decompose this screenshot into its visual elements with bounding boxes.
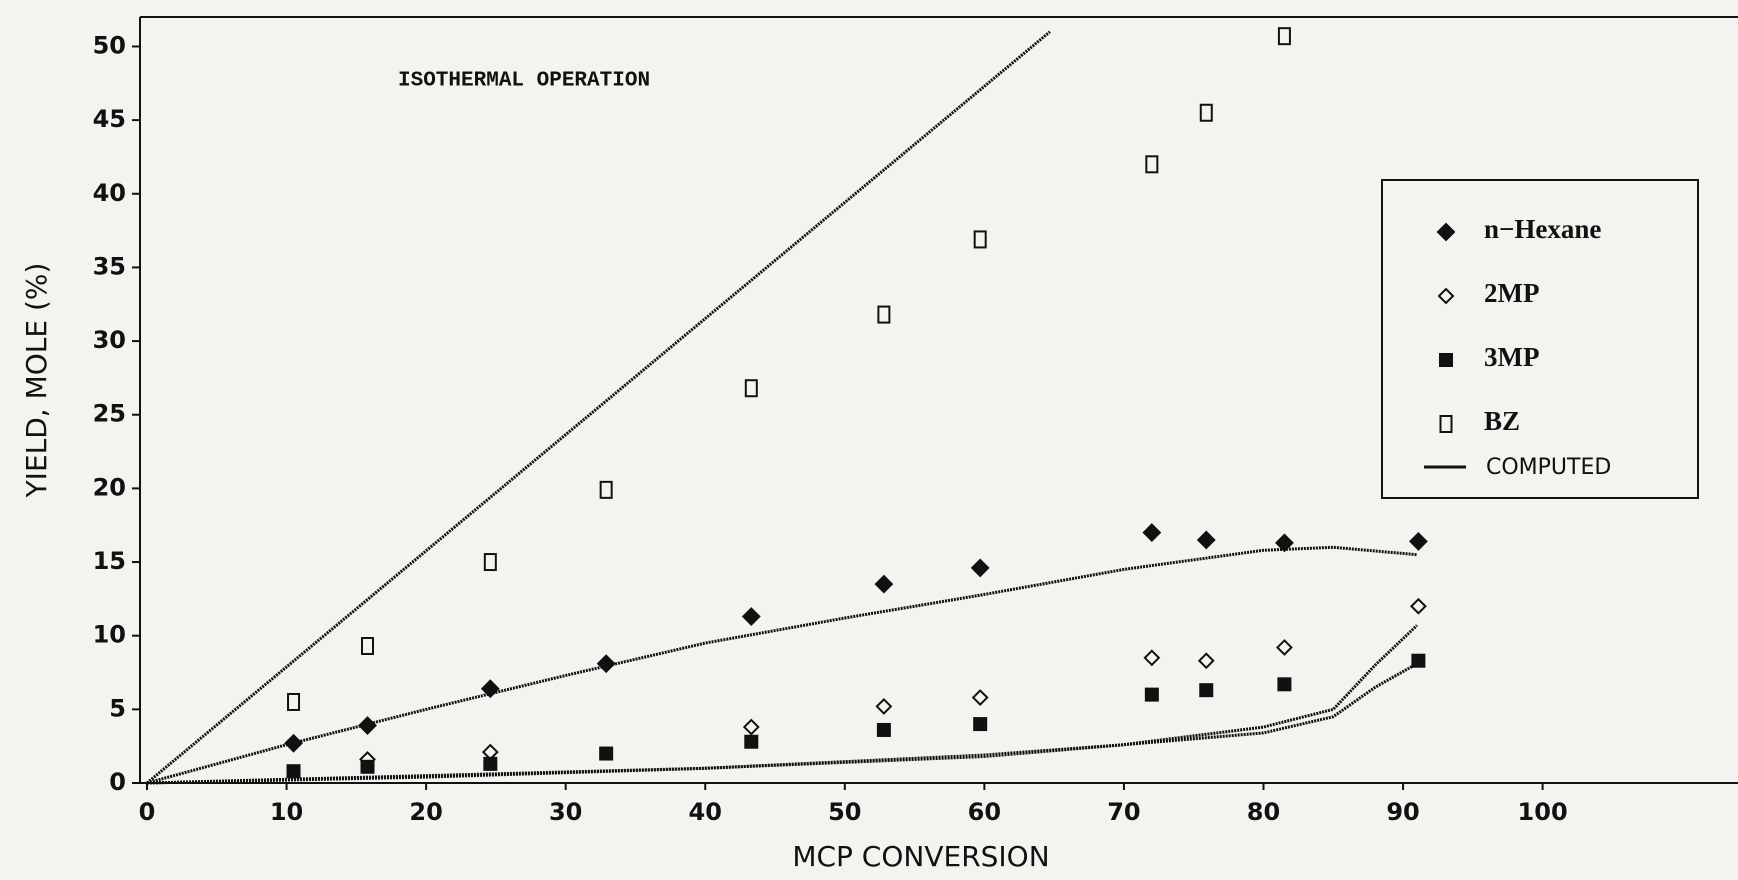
data-point (1200, 684, 1212, 696)
y-axis-label: YIELD, MOLE (%) (20, 263, 53, 499)
data-point (484, 758, 496, 770)
x-tick-label: 30 (549, 798, 582, 826)
x-tick-label: 60 (968, 798, 1001, 826)
y-tick-label: 10 (93, 621, 126, 649)
y-tick-label: 45 (93, 105, 126, 133)
background (0, 0, 1738, 880)
x-tick-label: 80 (1247, 798, 1280, 826)
y-tick-label: 30 (93, 326, 126, 354)
data-point (600, 748, 612, 760)
legend-label: n−Hexane (1484, 214, 1601, 244)
x-tick-label: 100 (1518, 798, 1568, 826)
x-tick-label: 40 (689, 798, 722, 826)
legend-label: BZ (1484, 406, 1520, 436)
y-tick-label: 25 (93, 400, 126, 428)
y-tick-label: 50 (93, 31, 126, 59)
data-point (288, 765, 300, 777)
data-point (745, 736, 757, 748)
legend-label: 2MP (1484, 278, 1539, 308)
annotation: ISOTHERMAL OPERATION (398, 70, 650, 93)
x-tick-label: 10 (270, 798, 303, 826)
x-tick-label: 70 (1107, 798, 1140, 826)
legend-marker (1440, 354, 1452, 366)
x-tick-label: 0 (139, 798, 156, 826)
data-point (1146, 689, 1158, 701)
x-tick-label: 50 (828, 798, 861, 826)
data-point (1278, 678, 1290, 690)
x-tick-label: 20 (409, 798, 442, 826)
y-tick-label: 5 (109, 694, 126, 722)
chart: ISOTHERMAL OPERATION MCP CONVERSION YIEL… (0, 0, 1738, 880)
legend-label: 3MP (1484, 342, 1539, 372)
y-tick-label: 35 (93, 252, 126, 280)
x-tick-label: 90 (1386, 798, 1419, 826)
y-tick-label: 40 (93, 179, 126, 207)
y-tick-label: 0 (109, 768, 126, 796)
data-point (362, 761, 374, 773)
x-axis-label: MCP CONVERSION (792, 840, 1049, 873)
data-point (878, 724, 890, 736)
y-tick-label: 20 (93, 473, 126, 501)
data-point (974, 718, 986, 730)
legend-label: COMPUTED (1486, 455, 1611, 480)
y-tick-label: 15 (93, 547, 126, 575)
data-point (1412, 655, 1424, 667)
